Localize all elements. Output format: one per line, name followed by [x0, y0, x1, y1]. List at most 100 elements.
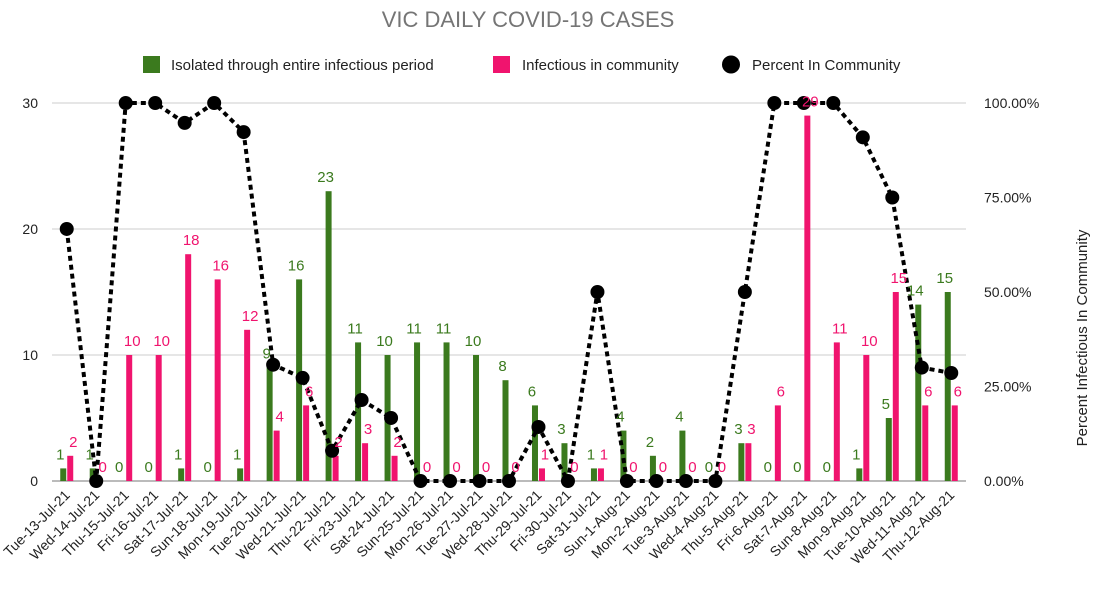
data-label-community: 1	[600, 446, 608, 463]
percent-point	[767, 96, 782, 110]
bar-isolated	[473, 355, 480, 481]
percent-point	[560, 474, 575, 488]
data-label-isolated: 14	[907, 283, 924, 300]
data-label-isolated: 1	[86, 446, 94, 463]
bar-community	[863, 355, 870, 481]
legend-marker-percent	[722, 55, 740, 74]
data-label-isolated: 1	[587, 446, 595, 463]
data-label-community: 11	[832, 320, 848, 337]
percent-point	[207, 96, 222, 110]
bar-isolated	[620, 430, 627, 481]
percent-point	[118, 96, 133, 110]
data-label-isolated: 16	[288, 257, 305, 274]
bar-isolated	[237, 468, 244, 481]
data-label-isolated: 3	[557, 421, 565, 438]
data-label-community: 2	[393, 434, 401, 451]
percent-point	[914, 360, 929, 375]
percent-point	[384, 410, 399, 425]
y-tick-label: 10	[22, 347, 38, 363]
percent-point	[89, 474, 104, 488]
bar-community	[892, 292, 899, 481]
data-label-community: 18	[183, 232, 200, 249]
bar-isolated	[531, 405, 538, 481]
data-label-isolated: 1	[233, 446, 241, 463]
bar-isolated	[178, 468, 185, 481]
legend-label-percent: Percent In Community	[752, 57, 901, 74]
percent-point	[944, 366, 959, 381]
data-label-community: 12	[242, 308, 259, 325]
bar-community	[951, 405, 958, 481]
data-label-isolated: 0	[793, 459, 801, 476]
bar-community	[538, 468, 545, 481]
data-label-isolated: 23	[317, 169, 334, 186]
bar-community	[155, 355, 162, 481]
bar-community	[804, 115, 811, 481]
data-label-community: 3	[364, 421, 372, 438]
data-label-isolated: 11	[406, 320, 422, 337]
x-axis: Tue-13-Jul-21Wed-14-Jul-21Thu-15-Jul-21F…	[0, 487, 957, 567]
data-label-isolated: 5	[882, 396, 890, 413]
bar-isolated	[443, 342, 450, 481]
data-label-community: 10	[124, 333, 141, 350]
data-label-isolated: 3	[734, 421, 742, 438]
data-label-isolated: 1	[174, 446, 182, 463]
data-label-community: 0	[659, 459, 667, 476]
data-label-community: 6	[924, 383, 932, 400]
data-label-isolated: 0	[115, 459, 123, 476]
data-label-isolated: 0	[823, 459, 831, 476]
percent-point	[236, 125, 251, 140]
bar-isolated	[325, 191, 332, 481]
data-label-isolated: 10	[376, 333, 393, 350]
data-label-community: 15	[890, 270, 907, 287]
data-label-isolated: 6	[528, 383, 536, 400]
percent-point	[649, 474, 664, 488]
data-label-isolated: 0	[145, 459, 153, 476]
legend-label-isolated: Isolated through entire infectious perio…	[171, 57, 434, 74]
data-label-community: 2	[69, 434, 77, 451]
legend-item-percent[interactable]: Percent In Community	[722, 55, 901, 75]
legend-item-community[interactable]: Infectious in community	[493, 56, 679, 74]
bar-isolated	[355, 342, 362, 481]
bar-community	[362, 443, 369, 481]
data-label-isolated: 0	[705, 459, 713, 476]
percent-point	[177, 115, 192, 130]
bar-community	[67, 455, 74, 481]
y2-tick-label: 100.00%	[984, 95, 1039, 111]
percent-point	[266, 357, 281, 372]
bar-community	[332, 455, 339, 481]
percent-point	[737, 285, 752, 299]
data-label-isolated: 10	[465, 333, 482, 350]
bar-community	[391, 455, 398, 481]
bar-community	[922, 405, 929, 481]
percent-point	[885, 190, 900, 205]
data-label-community: 4	[275, 409, 283, 426]
y-tick-label: 0	[30, 473, 38, 489]
y2-tick-label: 25.00%	[984, 379, 1031, 395]
data-label-community: 0	[688, 459, 696, 476]
percent-point	[796, 96, 811, 110]
bar-isolated	[679, 430, 686, 481]
chart-title: VIC DAILY COVID-19 CASES	[382, 7, 675, 32]
data-label-isolated: 2	[646, 434, 654, 451]
legend-item-isolated[interactable]: Isolated through entire infectious perio…	[143, 56, 434, 74]
data-label-community: 10	[153, 333, 170, 350]
percent-point	[708, 474, 723, 488]
bar-community	[303, 405, 310, 481]
bar-community	[774, 405, 781, 481]
y2-tick-label: 75.00%	[984, 190, 1031, 206]
data-label-isolated: 1	[56, 446, 64, 463]
bar-community	[214, 279, 221, 481]
data-label-community: 10	[861, 333, 878, 350]
percent-point	[443, 474, 458, 488]
y2-axis-title: Percent Infectious In Community	[1074, 229, 1091, 446]
data-label-community: 0	[482, 459, 490, 476]
percent-point	[531, 419, 546, 434]
bar-isolated	[590, 468, 597, 481]
data-label-community: 0	[99, 459, 107, 476]
percent-point	[855, 130, 870, 145]
percent-point	[148, 96, 163, 110]
data-label-community: 6	[305, 383, 313, 400]
bar-isolated	[944, 292, 951, 481]
percent-point	[678, 474, 693, 488]
